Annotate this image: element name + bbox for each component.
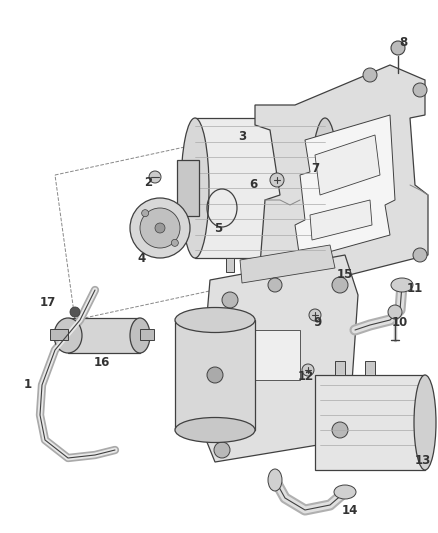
Text: 10: 10 — [392, 316, 408, 328]
Text: 2: 2 — [144, 175, 152, 189]
Polygon shape — [315, 135, 380, 195]
Bar — [50, 329, 68, 340]
Ellipse shape — [181, 118, 209, 258]
Text: 3: 3 — [238, 131, 246, 143]
Text: 15: 15 — [337, 269, 353, 281]
Circle shape — [70, 307, 80, 317]
Polygon shape — [240, 245, 335, 283]
Circle shape — [214, 442, 230, 458]
Bar — [177, 160, 199, 216]
Bar — [335, 361, 345, 375]
Polygon shape — [198, 255, 358, 462]
Ellipse shape — [391, 278, 413, 292]
Polygon shape — [255, 65, 428, 290]
Polygon shape — [295, 115, 395, 260]
Text: 14: 14 — [342, 504, 358, 516]
Text: 4: 4 — [138, 252, 146, 264]
Circle shape — [222, 292, 238, 308]
Circle shape — [391, 41, 405, 55]
Text: 7: 7 — [311, 161, 319, 174]
Text: 13: 13 — [415, 454, 431, 466]
Ellipse shape — [130, 318, 150, 353]
Circle shape — [302, 364, 314, 376]
Circle shape — [270, 173, 284, 187]
Ellipse shape — [311, 118, 339, 258]
Text: 8: 8 — [399, 36, 407, 49]
Circle shape — [207, 367, 223, 383]
Circle shape — [171, 239, 178, 246]
Circle shape — [413, 83, 427, 97]
Text: 17: 17 — [40, 295, 56, 309]
Polygon shape — [310, 200, 372, 240]
Circle shape — [149, 171, 161, 183]
Text: 16: 16 — [94, 356, 110, 368]
Bar — [140, 329, 154, 340]
Circle shape — [388, 305, 402, 319]
Text: 1: 1 — [24, 378, 32, 392]
Bar — [175, 320, 255, 430]
Text: 11: 11 — [407, 281, 423, 295]
Bar — [365, 361, 375, 375]
Text: 9: 9 — [314, 316, 322, 328]
Bar — [225, 330, 300, 380]
Ellipse shape — [175, 417, 255, 442]
Text: 12: 12 — [298, 369, 314, 383]
Circle shape — [140, 208, 180, 248]
Text: 5: 5 — [214, 222, 222, 235]
Ellipse shape — [414, 375, 436, 470]
Bar — [246, 258, 254, 272]
Ellipse shape — [175, 308, 255, 333]
Ellipse shape — [54, 318, 82, 353]
Text: 6: 6 — [249, 179, 257, 191]
Circle shape — [130, 198, 190, 258]
Ellipse shape — [334, 485, 356, 499]
Circle shape — [155, 223, 165, 233]
Circle shape — [268, 278, 282, 292]
Circle shape — [332, 277, 348, 293]
Circle shape — [363, 68, 377, 82]
Circle shape — [413, 248, 427, 262]
Circle shape — [141, 209, 148, 216]
Bar — [315, 375, 425, 470]
Circle shape — [309, 309, 321, 321]
Bar — [195, 118, 325, 258]
Circle shape — [332, 422, 348, 438]
Ellipse shape — [268, 469, 282, 491]
Bar — [226, 258, 234, 272]
Bar — [68, 318, 140, 353]
